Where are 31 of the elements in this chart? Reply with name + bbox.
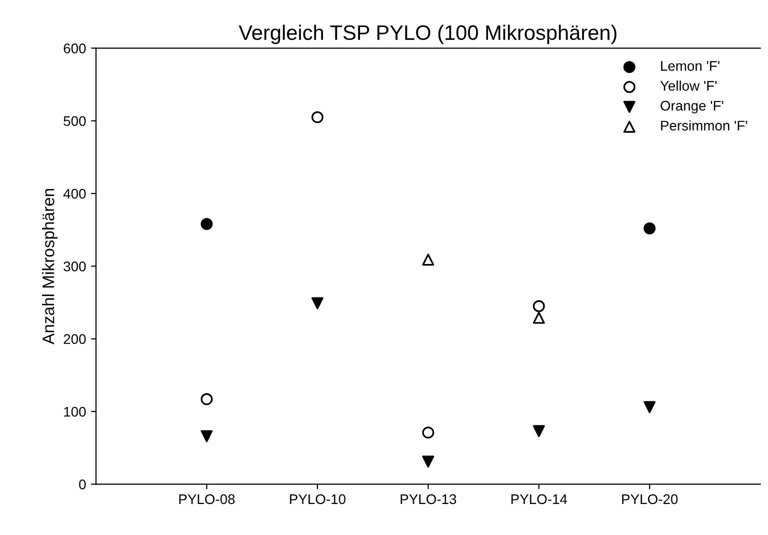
x-tick-label: PYLO-10 bbox=[290, 494, 346, 504]
legend-label: Lemon 'F' bbox=[661, 61, 720, 71]
y-axis-title: Anzahl Mikrosphären bbox=[42, 188, 58, 344]
point bbox=[532, 425, 545, 438]
point bbox=[644, 222, 656, 234]
y-tick-label: 600 bbox=[64, 43, 86, 54]
point bbox=[311, 111, 324, 124]
legend-label: Yellow 'F' bbox=[660, 80, 717, 91]
x-tick-label: PYLO-20 bbox=[622, 494, 678, 504]
y-tick-label: 400 bbox=[63, 188, 86, 199]
x-tick-label: PYLO-14 bbox=[511, 494, 568, 504]
point bbox=[644, 401, 656, 414]
y-tick-label: 300 bbox=[64, 261, 86, 272]
point bbox=[422, 254, 434, 266]
point bbox=[532, 312, 545, 324]
legend-label: Persimmon 'F' bbox=[661, 120, 748, 131]
point bbox=[200, 218, 213, 230]
chart-title: Vergleich TSP PYLO (100 Mikrosphären) bbox=[238, 24, 616, 44]
legend-label: Orange 'F' bbox=[660, 100, 724, 114]
y-tick-label: 100 bbox=[64, 406, 86, 417]
x-tick-label: PYLO-13 bbox=[400, 494, 456, 504]
x-tick-label: PYLO-08 bbox=[179, 494, 235, 504]
point bbox=[200, 393, 213, 406]
point bbox=[311, 297, 324, 310]
y-tick-label: 500 bbox=[64, 116, 86, 126]
point bbox=[532, 300, 545, 312]
y-tick-label: 0 bbox=[79, 480, 86, 490]
point bbox=[422, 456, 434, 468]
y-tick-label: 200 bbox=[64, 334, 86, 344]
point bbox=[422, 426, 434, 439]
point bbox=[200, 430, 213, 442]
